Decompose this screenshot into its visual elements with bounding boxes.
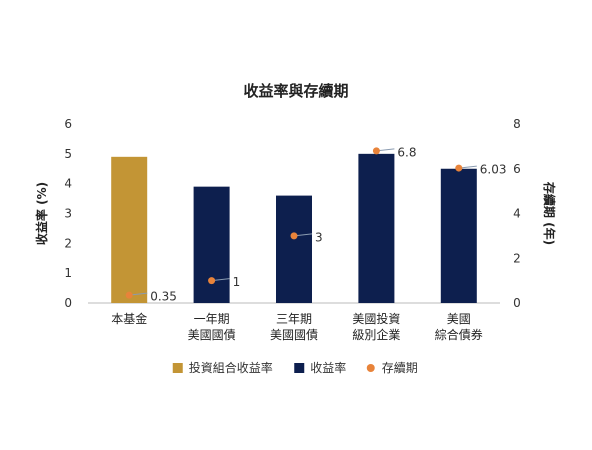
- legend-item: 投資組合收益率: [172, 360, 273, 375]
- legend-swatch: [294, 363, 305, 373]
- legend-item: 收益率: [294, 360, 346, 375]
- data-label: 1: [233, 275, 241, 289]
- y-tick-label: 5: [64, 147, 72, 161]
- category-label-line: 三年期: [276, 312, 312, 326]
- duration-points: 0.35 1 3 6.8 6.03: [125, 145, 507, 304]
- duration-point: [125, 291, 133, 299]
- bar: [276, 195, 312, 303]
- category-label: 本基金: [111, 311, 147, 326]
- category-label-line: 美國: [447, 312, 471, 326]
- duration-point: [290, 232, 298, 240]
- data-label: 6.8: [397, 145, 416, 159]
- y-tick-label: 2: [64, 236, 72, 250]
- legend-label: 投資組合收益率: [189, 360, 273, 375]
- legend: 投資組合收益率 收益率 存續期: [172, 360, 418, 375]
- category-label-line: 本基金: [111, 311, 147, 326]
- bar: [111, 156, 148, 303]
- y-tick-label: 4: [64, 177, 72, 191]
- category-label: 美國投資級別企業: [352, 311, 400, 342]
- bars: [111, 153, 477, 303]
- bar: [440, 168, 477, 303]
- y2-tick-label: 2: [513, 251, 521, 265]
- y-tick-label: 3: [64, 207, 72, 221]
- duration-point: [208, 277, 216, 285]
- bar: [358, 153, 395, 303]
- data-label: 0.35: [150, 290, 177, 304]
- duration-point: [455, 164, 463, 172]
- chart-title: 收益率與存續期: [243, 82, 348, 100]
- y-tick-label: 1: [64, 266, 72, 280]
- bar: [193, 186, 230, 303]
- category-label-line: 綜合債券: [435, 327, 483, 342]
- category-label-line: 一年期: [194, 312, 230, 326]
- category-label: 一年期美國國債: [188, 312, 236, 342]
- category-label-line: 美國投資: [352, 311, 400, 326]
- y2-axis-title: 存續期 (年): [542, 181, 557, 245]
- category-label-line: 美國國債: [270, 327, 318, 342]
- y2-tick-label: 8: [513, 117, 521, 131]
- y-axis-title: 收益率 (%): [34, 182, 49, 245]
- data-label: 6.03: [480, 163, 507, 177]
- legend-marker: [366, 364, 375, 372]
- duration-point: [372, 147, 380, 155]
- y-tick-label: 6: [64, 117, 72, 131]
- y2-tick-label: 4: [513, 207, 521, 221]
- legend-item: 存續期: [366, 360, 418, 375]
- legend-label: 收益率: [310, 360, 346, 375]
- axes: 0 1 2 3 4 5 6 0 2 4 6 8 收益率 (%) 存續期 (年): [34, 117, 557, 310]
- category-label: 美國綜合債券: [435, 312, 483, 342]
- legend-swatch: [172, 363, 183, 373]
- category-label: 三年期美國國債: [270, 312, 318, 342]
- category-label-line: 美國國債: [188, 327, 236, 342]
- y2-tick-label: 0: [513, 296, 521, 310]
- legend-label: 存續期: [382, 360, 418, 375]
- y2-tick-label: 6: [513, 162, 521, 176]
- y-tick-label: 0: [64, 296, 72, 310]
- data-label: 3: [315, 230, 323, 244]
- category-label-line: 級別企業: [352, 327, 400, 342]
